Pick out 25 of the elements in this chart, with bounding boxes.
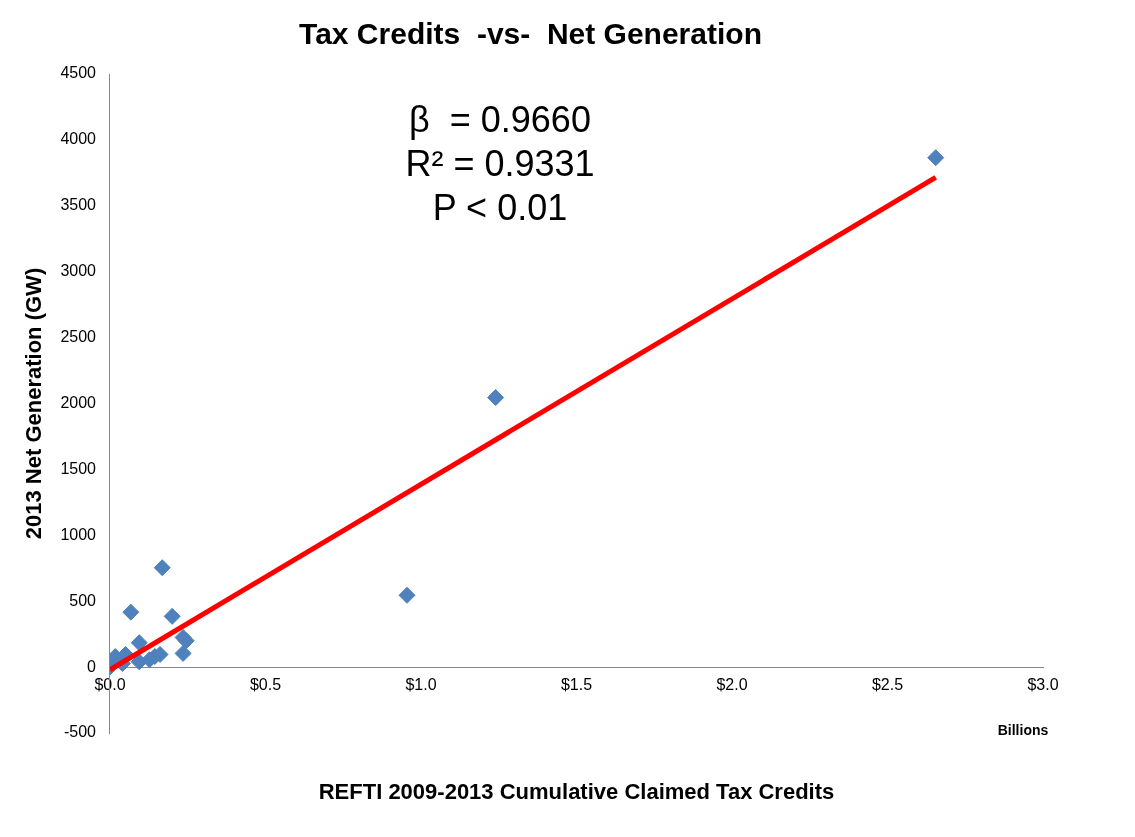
- x-tick-label: $1.0: [405, 676, 437, 694]
- y-axis-title: 2013 Net Generation (GW): [21, 267, 47, 540]
- x-tick-label: $2.0: [716, 676, 748, 694]
- x-tick-label: $0.5: [249, 676, 282, 694]
- y-tick-label: 2000: [60, 393, 97, 411]
- y-tick-label: 4000: [60, 130, 97, 148]
- x-tick-label: $0.0: [94, 676, 126, 694]
- y-tick-label: 4500: [60, 64, 97, 82]
- x-tick-label: $2.5: [871, 676, 904, 694]
- y-tick-label: -500: [63, 723, 97, 741]
- x-tick-label: $3.0: [1027, 676, 1059, 694]
- chart-title: Tax Credits -vs- Net Generation: [299, 17, 762, 51]
- y-tick-label: 3000: [60, 262, 97, 280]
- y-tick-label: 500: [69, 591, 97, 609]
- y-tick-label: 1500: [60, 459, 97, 477]
- annotation: β = 0.9660: [409, 98, 591, 140]
- y-tick-label: 2500: [60, 328, 97, 346]
- annotation: R² = 0.9331: [405, 142, 595, 184]
- y-tick-label: 3500: [60, 196, 97, 214]
- x-tick-label: $1.5: [560, 676, 593, 694]
- annotation: Billions: [997, 721, 1049, 738]
- x-axis-title: REFTI 2009-2013 Cumulative Claimed Tax Credits: [318, 779, 835, 805]
- annotation: P < 0.01: [432, 186, 568, 228]
- y-tick-label: 0: [87, 657, 97, 675]
- y-tick-label: 1000: [60, 525, 97, 543]
